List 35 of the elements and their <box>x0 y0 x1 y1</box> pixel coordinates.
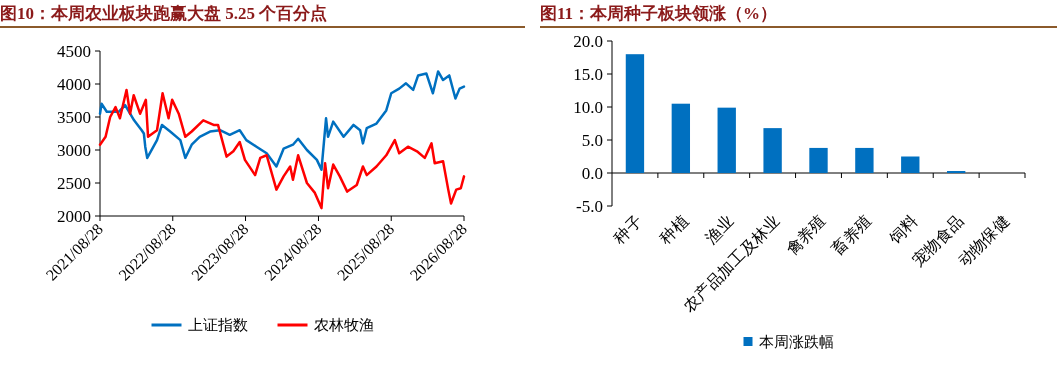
line-series <box>98 88 466 210</box>
y-tick-label: 4500 <box>57 42 91 61</box>
y-tick-label: 4000 <box>57 75 91 94</box>
chart-title: 图11：本周种子板块领涨（%） <box>540 2 1057 28</box>
legend-label: 农林牧渔 <box>313 317 374 333</box>
x-tick-label: 禽养殖 <box>782 212 829 259</box>
x-tick-label: 畜养殖 <box>828 212 875 259</box>
y-tick-label: 3000 <box>57 141 91 160</box>
y-tick-label: 0.0 <box>581 164 603 183</box>
bar <box>763 128 782 173</box>
x-tick-label: 种植 <box>656 212 691 247</box>
y-tick-label: 3500 <box>57 108 91 127</box>
chart-title: 图10：本周农业板块跑赢大盘 5.25 个百分点 <box>0 2 525 28</box>
y-tick-label: -5.0 <box>576 197 603 216</box>
x-tick-label: 种子 <box>610 212 646 247</box>
legend-item: 农林牧渔 <box>277 317 374 333</box>
y-tick-label: 2000 <box>57 207 91 226</box>
legend-label: 本周涨跌幅 <box>758 334 834 350</box>
y-tick-label: 2500 <box>57 174 91 193</box>
bar <box>901 156 920 173</box>
y-tick-label: 10.0 <box>573 98 603 117</box>
bar <box>625 54 645 173</box>
y-tick-label: 5.0 <box>581 131 603 150</box>
bar <box>717 107 736 173</box>
x-tick-label: 渔业 <box>702 212 737 247</box>
x-tick-label: 饲料 <box>885 212 921 248</box>
bar <box>855 147 874 173</box>
bar <box>671 103 691 173</box>
line-series <box>98 70 466 172</box>
y-tick-label: 15.0 <box>573 65 603 84</box>
y-tick-label: 20.0 <box>573 32 603 51</box>
legend-item: 上证指数 <box>151 317 248 333</box>
legend-label: 上证指数 <box>187 317 248 333</box>
legend-item: 本周涨跌幅 <box>743 334 834 350</box>
bar <box>809 147 828 173</box>
